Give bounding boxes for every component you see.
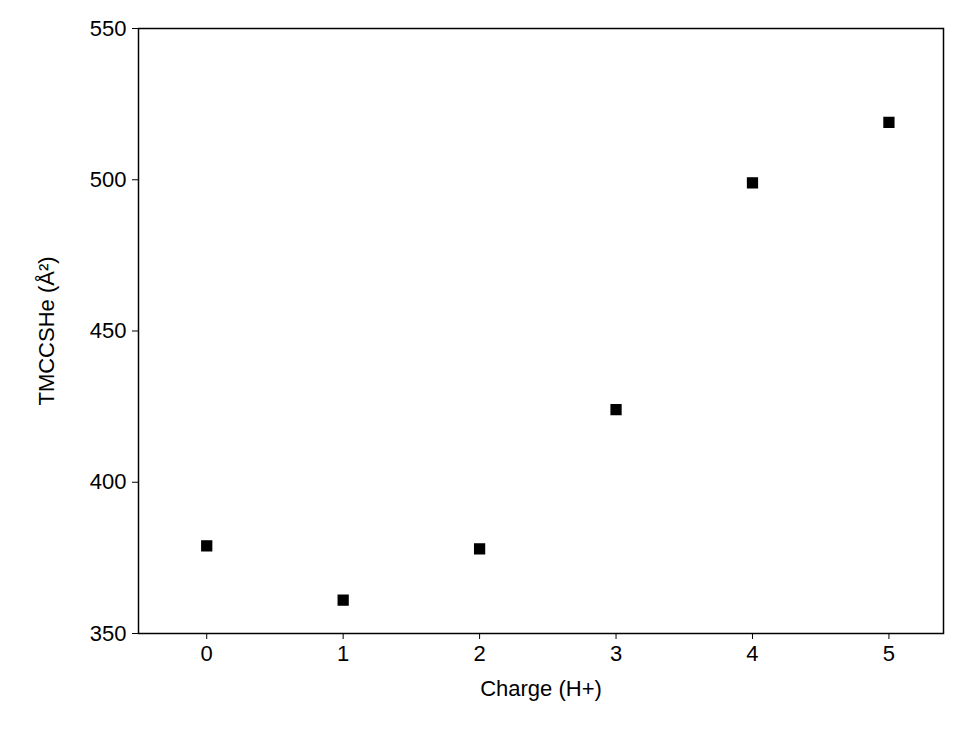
svg-text:450: 450 bbox=[90, 318, 127, 343]
svg-text:TMCCSHe (Å²): TMCCSHe (Å²) bbox=[34, 256, 59, 405]
svg-text:1: 1 bbox=[337, 641, 349, 666]
svg-text:4: 4 bbox=[746, 641, 758, 666]
svg-text:5: 5 bbox=[883, 641, 895, 666]
svg-text:550: 550 bbox=[90, 16, 127, 41]
svg-text:400: 400 bbox=[90, 469, 127, 494]
svg-text:3: 3 bbox=[610, 641, 622, 666]
svg-text:Charge (H+): Charge (H+) bbox=[480, 676, 602, 701]
svg-text:0: 0 bbox=[201, 641, 213, 666]
svg-text:350: 350 bbox=[90, 621, 127, 646]
svg-text:2: 2 bbox=[473, 641, 485, 666]
svg-text:500: 500 bbox=[90, 167, 127, 192]
